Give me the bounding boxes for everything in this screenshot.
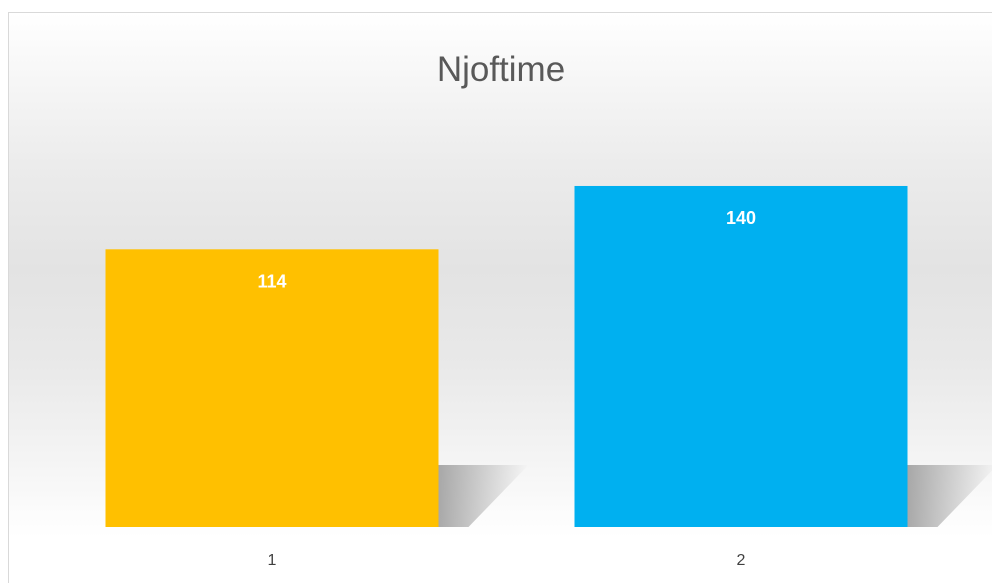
bar-1 xyxy=(105,249,439,528)
bar-chart: Njoftime 114 1 140 2 xyxy=(105,50,992,569)
bar-2 xyxy=(574,185,908,527)
chart-area: Njoftime 114 1 140 2 xyxy=(8,12,992,583)
data-label-2: 140 xyxy=(726,208,756,228)
x-tick-label-2: 2 xyxy=(737,552,746,569)
bar-shadow-2 xyxy=(907,465,992,527)
x-tick-label-1: 1 xyxy=(268,552,277,569)
data-label-1: 114 xyxy=(257,271,286,291)
bar-shadow-1 xyxy=(438,465,529,527)
bars-layer: 114 1 140 2 xyxy=(105,185,992,569)
chart-title: Njoftime xyxy=(437,50,565,89)
